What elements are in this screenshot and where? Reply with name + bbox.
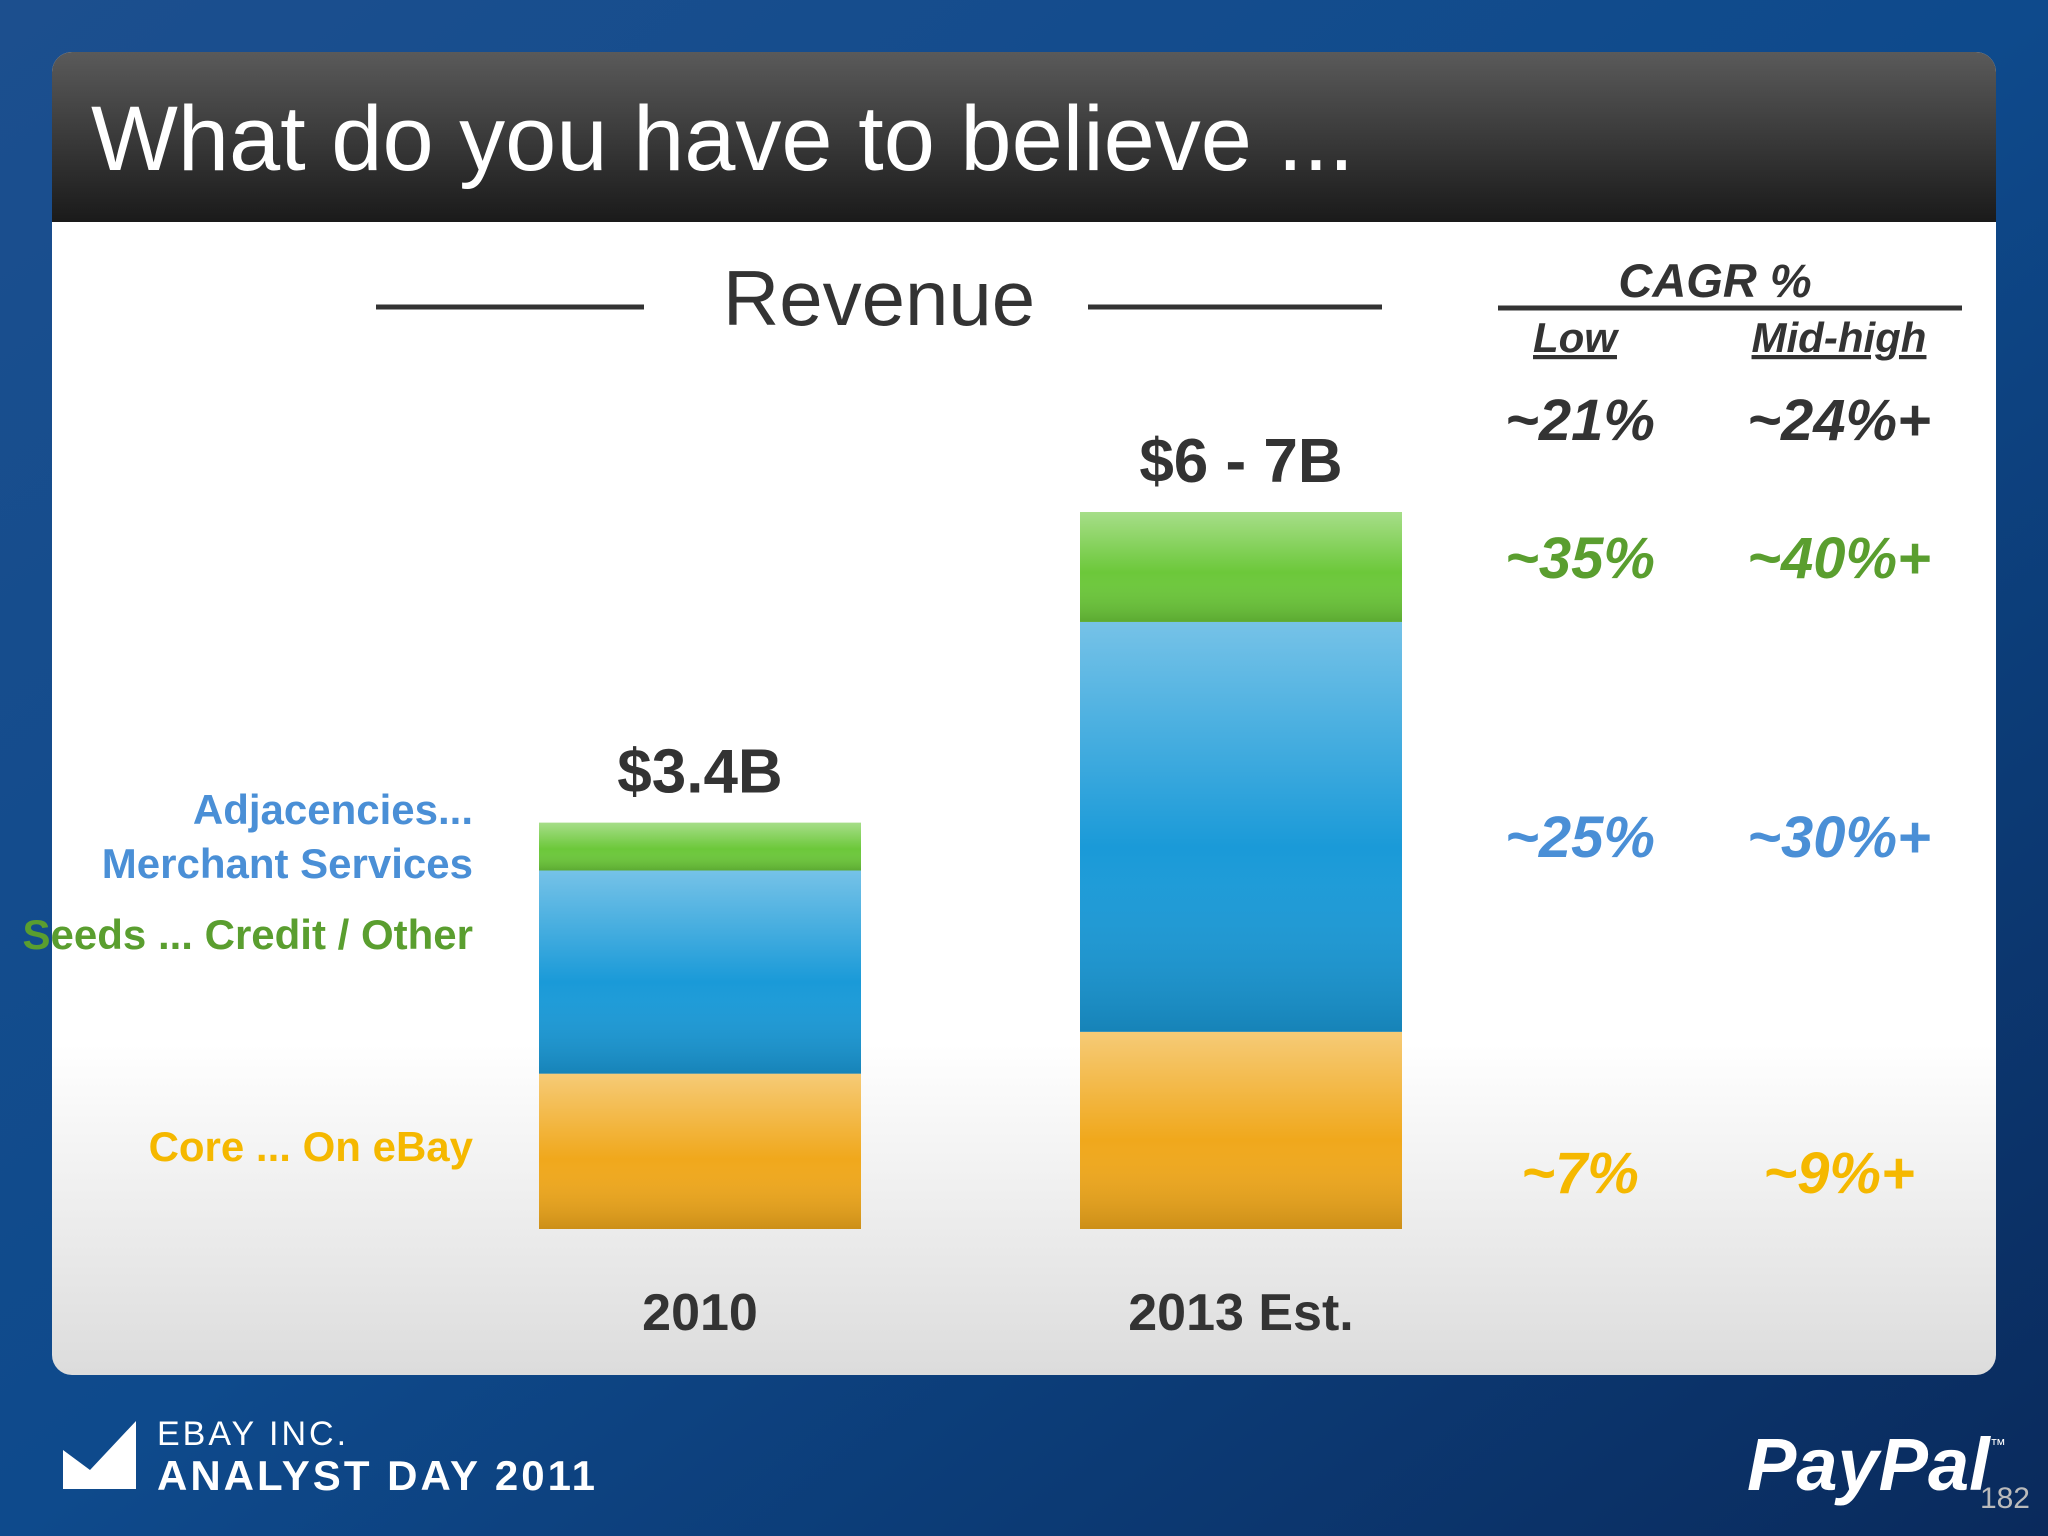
trademark: ™ xyxy=(1990,1437,2006,1454)
bar-shine xyxy=(539,870,861,1074)
cagr-column: Mid-high xyxy=(1752,314,1927,361)
slide-title: What do you have to believe ... xyxy=(91,88,1354,190)
chart-title: Revenue xyxy=(723,254,1035,342)
total-label: $3.4B xyxy=(617,738,782,807)
content-panel xyxy=(52,52,1996,1375)
legend-entry: Seeds ... Credit / Other xyxy=(22,911,473,958)
cagr-value: ~21% xyxy=(1505,388,1655,453)
bar-shine xyxy=(1080,1031,1402,1229)
title-bar xyxy=(52,52,1996,222)
cagr-value: ~9%+ xyxy=(1763,1141,1915,1206)
cagr-value: ~40%+ xyxy=(1747,526,1931,591)
total-label: $6 - 7B xyxy=(1139,427,1342,496)
logo-icon xyxy=(63,1421,136,1489)
footer-event: ANALYST DAY 2011 xyxy=(157,1452,598,1499)
cagr-value: ~24%+ xyxy=(1747,388,1931,453)
page-number: 182 xyxy=(1980,1482,2030,1515)
bar-shine xyxy=(539,822,861,871)
x-tick-label: 2013 Est. xyxy=(1128,1284,1354,1342)
footer-company: EBAY INC. xyxy=(157,1415,349,1453)
cagr-value: ~30%+ xyxy=(1747,805,1931,870)
bar-shine xyxy=(1080,512,1402,622)
bar-shine xyxy=(1080,621,1402,1032)
cagr-column: Low xyxy=(1533,314,1619,361)
cagr-value: ~7% xyxy=(1521,1141,1639,1206)
brand-logo: PayPal xyxy=(1747,1423,1991,1506)
cagr-value: ~25% xyxy=(1505,805,1655,870)
bar-shine xyxy=(539,1073,861,1229)
legend-entry: Adjacencies... Merchant Services xyxy=(101,786,473,887)
cagr-value: ~35% xyxy=(1505,526,1655,591)
legend-entry: Core ... On eBay xyxy=(148,1123,473,1170)
x-tick-label: 2010 xyxy=(642,1284,758,1342)
cagr-title: CAGR % xyxy=(1618,254,1811,307)
